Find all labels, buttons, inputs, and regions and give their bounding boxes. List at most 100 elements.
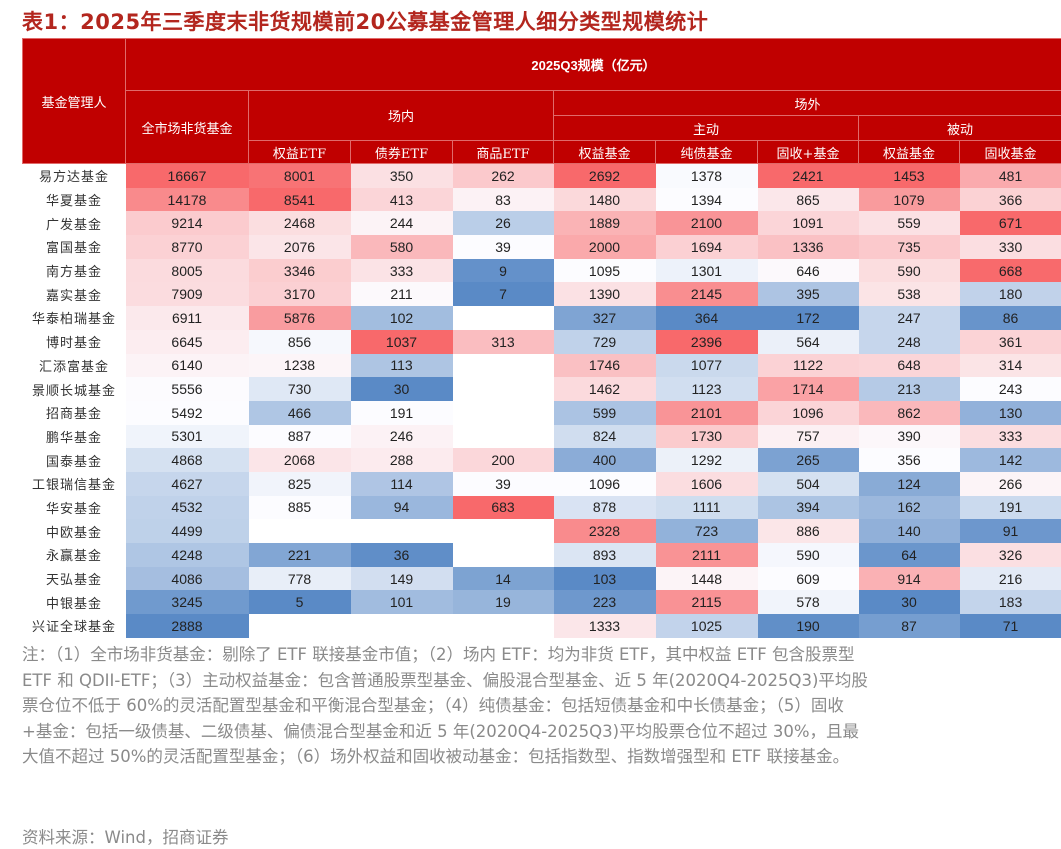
value-cell: 887	[248, 424, 351, 449]
value-cell	[350, 614, 453, 638]
value-cell: 14	[452, 566, 554, 591]
value-cell: 1694	[655, 235, 758, 259]
value-cell: 1378	[655, 163, 758, 188]
value-cell: 1095	[553, 258, 656, 283]
value-cell: 1333	[553, 614, 656, 638]
value-cell: 86	[959, 306, 1061, 330]
value-cell: 4248	[125, 543, 249, 567]
value-cell: 856	[248, 329, 351, 354]
value-cell: 580	[350, 235, 453, 259]
value-cell: 262	[452, 163, 554, 188]
value-cell: 87	[858, 614, 960, 638]
value-cell: 400	[553, 448, 656, 472]
value-cell: 413	[350, 187, 453, 212]
value-cell: 94	[350, 495, 453, 520]
value-cell: 114	[350, 471, 453, 496]
value-cell: 646	[757, 258, 859, 283]
value-cell: 538	[858, 282, 960, 307]
value-cell: 4499	[125, 519, 249, 543]
value-cell: 1292	[655, 448, 758, 472]
manager-name: 华安基金	[22, 495, 126, 520]
manager-name: 华泰柏瑞基金	[22, 306, 126, 330]
table-row: 嘉实基金 7909 3170 211 7 1390 2145 395 538 180	[22, 282, 1061, 307]
value-cell: 162	[858, 495, 960, 520]
manager-name: 招商基金	[22, 400, 126, 425]
value-cell: 886	[757, 519, 859, 543]
value-cell: 364	[655, 306, 758, 330]
heatmap-body: 易方达基金 16667 8001 350 262 2692 1378 2421 1453 481 华…	[22, 163, 1061, 638]
value-cell: 2396	[655, 329, 758, 354]
value-cell: 2068	[248, 448, 351, 472]
value-cell: 102	[350, 306, 453, 330]
value-cell: 246	[350, 424, 453, 449]
value-cell: 330	[959, 235, 1061, 259]
value-cell: 9	[452, 258, 554, 283]
value-cell: 3170	[248, 282, 351, 307]
table-row: 天弘基金 4086 778 149 14 103 1448 609 914 216	[22, 566, 1061, 591]
value-cell: 865	[757, 187, 859, 212]
value-cell: 356	[858, 448, 960, 472]
value-cell: 2000	[553, 235, 656, 259]
value-cell: 1606	[655, 471, 758, 496]
value-cell: 113	[350, 353, 453, 378]
value-cell: 361	[959, 329, 1061, 354]
value-cell: 1462	[553, 377, 656, 401]
value-cell: 8001	[248, 163, 351, 188]
value-cell: 243	[959, 377, 1061, 401]
table-row: 易方达基金 16667 8001 350 262 2692 1378 2421 1453 481	[22, 163, 1061, 188]
value-cell: 2888	[125, 614, 249, 638]
value-cell: 1448	[655, 566, 758, 591]
value-cell: 3346	[248, 258, 351, 283]
value-cell: 101	[350, 590, 453, 615]
manager-name: 富国基金	[22, 235, 126, 259]
table-row: 永赢基金 4248 221 36 893 2111 590 64 326	[22, 543, 1061, 567]
table-title: 表1：2025年三季度末非货规模前20公募基金管理人细分类型规模统计	[22, 10, 709, 34]
manager-name: 永赢基金	[22, 543, 126, 567]
value-cell: 1096	[757, 400, 859, 425]
footnotes: 注：（1）全市场非货基金：剔除了 ETF 联接基金市值；（2）场内 ETF：均为…	[22, 645, 868, 766]
value-cell: 211	[350, 282, 453, 307]
value-cell: 2421	[757, 163, 859, 188]
manager-name: 博时基金	[22, 329, 126, 354]
value-cell: 671	[959, 211, 1061, 236]
value-cell: 149	[350, 566, 453, 591]
value-cell: 5492	[125, 400, 249, 425]
value-cell: 130	[959, 400, 1061, 425]
table-row: 华安基金 4532 885 94 683 878 1111 394 162 191	[22, 495, 1061, 520]
value-cell: 3245	[125, 590, 249, 615]
value-cell: 2145	[655, 282, 758, 307]
value-cell: 288	[350, 448, 453, 472]
value-cell	[452, 353, 554, 378]
header-scale: 2025Q3规模（亿元）	[124, 38, 1061, 91]
manager-name: 国泰基金	[22, 448, 126, 472]
value-cell: 590	[757, 543, 859, 567]
value-cell: 825	[248, 471, 351, 496]
value-cell: 683	[452, 495, 554, 520]
value-cell: 2111	[655, 543, 758, 567]
value-cell: 559	[858, 211, 960, 236]
value-cell	[452, 519, 554, 543]
manager-name: 嘉实基金	[22, 282, 126, 307]
manager-name: 中欧基金	[22, 519, 126, 543]
value-cell: 4086	[125, 566, 249, 591]
value-cell: 1480	[553, 187, 656, 212]
value-cell: 140	[858, 519, 960, 543]
value-cell: 1037	[350, 329, 453, 354]
value-cell: 578	[757, 590, 859, 615]
value-cell: 244	[350, 211, 453, 236]
table-row: 工银瑞信基金 4627 825 114 39 1096 1606 504 124 266	[22, 471, 1061, 496]
value-cell: 30	[858, 590, 960, 615]
heatmap-table: 基金管理人 2025Q3规模（亿元） 全市场非货基金 场内 场外 主动 被动 权…	[22, 38, 1061, 638]
value-cell: 71	[959, 614, 1061, 638]
value-cell: 124	[858, 471, 960, 496]
value-cell	[452, 306, 554, 330]
value-cell: 1746	[553, 353, 656, 378]
value-cell: 213	[858, 377, 960, 401]
value-cell: 327	[553, 306, 656, 330]
value-cell: 1091	[757, 211, 859, 236]
value-cell: 668	[959, 258, 1061, 283]
table-row: 广发基金 9214 2468 244 26 1889 2100 1091 559 671	[22, 211, 1061, 236]
value-cell: 590	[858, 258, 960, 283]
value-cell: 333	[350, 258, 453, 283]
value-cell: 4868	[125, 448, 249, 472]
